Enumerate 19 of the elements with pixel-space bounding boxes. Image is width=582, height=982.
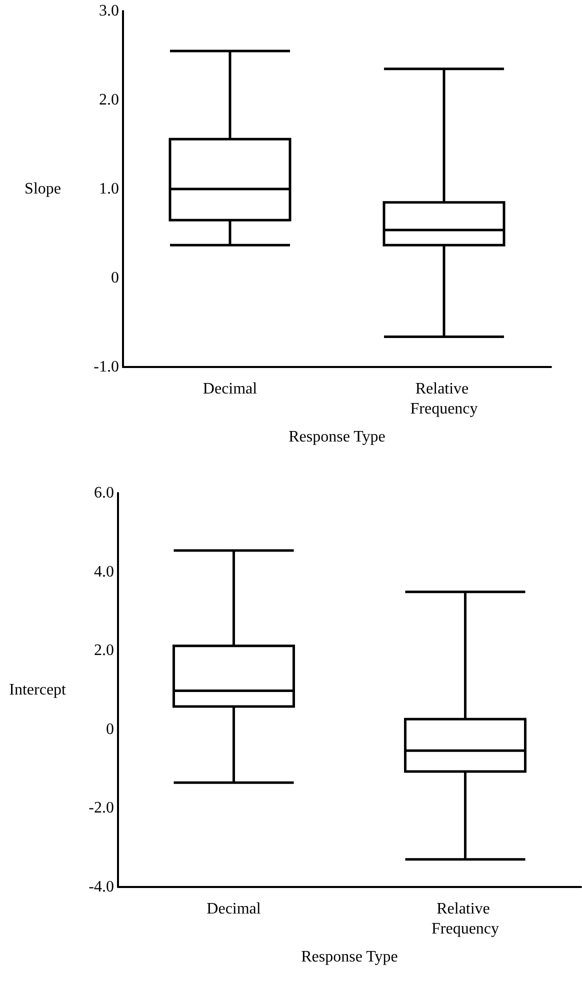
x-axis-title: Response Type	[288, 428, 386, 446]
x-tick-label: Relative Frequency	[410, 380, 478, 418]
x-axis-title: Response Type	[301, 948, 398, 966]
y-tick-label: -1.0	[94, 358, 119, 376]
x-tick-label: Relative Frequency	[431, 900, 500, 938]
y-tick-label: -4.0	[88, 878, 114, 896]
y-tick-label: 0	[106, 720, 114, 738]
y-tick-label: 3.0	[99, 2, 119, 20]
y-tick-label: 6.0	[94, 484, 114, 502]
y-tick-label: 4.0	[94, 563, 114, 580]
y-axis-title: Slope	[24, 180, 61, 198]
x-tick-label: Decimal	[206, 900, 262, 918]
y-axis-title: Intercept	[9, 682, 67, 698]
x-tick-label: Decimal	[202, 380, 258, 398]
y-tick-label: 2.0	[94, 642, 114, 660]
y-tick-label: 1.0	[99, 180, 119, 198]
y-tick-label: -2.0	[88, 800, 114, 817]
y-tick-label: 0	[111, 270, 119, 286]
y-tick-label: 2.0	[99, 92, 119, 108]
